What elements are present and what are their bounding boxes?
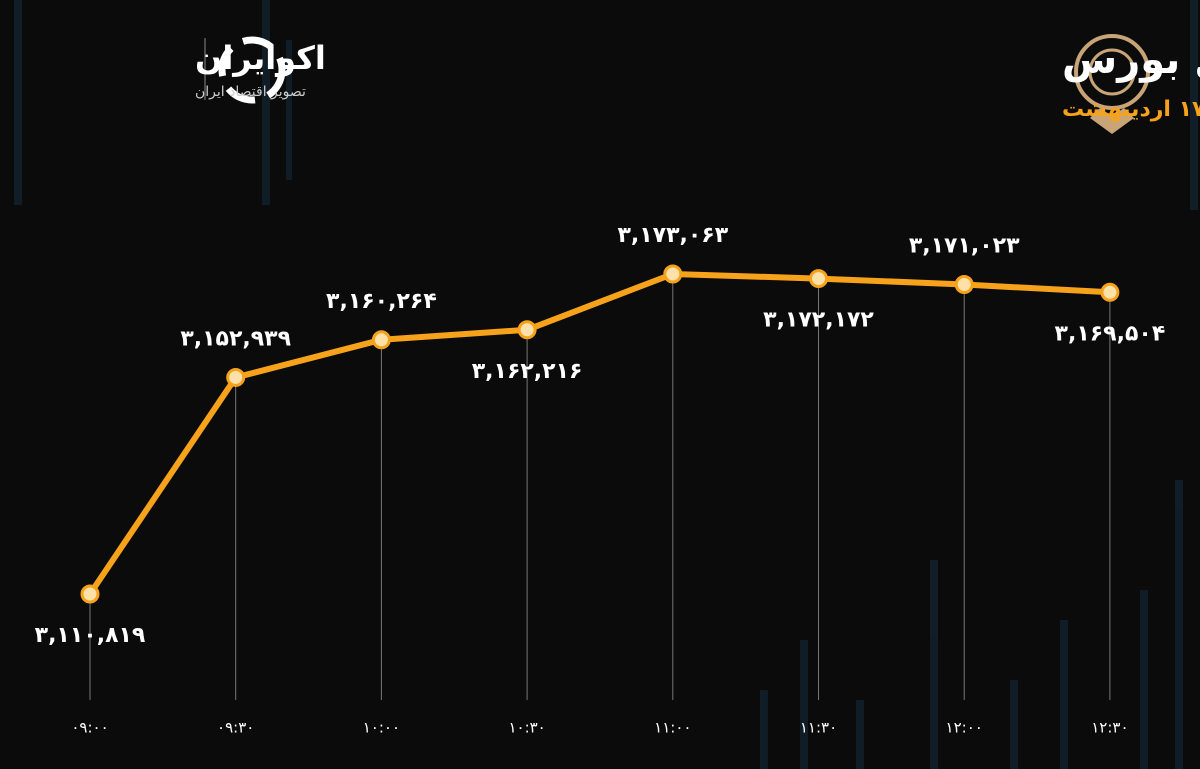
point	[226, 367, 246, 387]
point	[80, 584, 100, 604]
data-label: ۳,۱۱۰,۸۱۹	[35, 623, 146, 648]
point	[663, 264, 683, 284]
x-tick-label: ۱۲:۳۰	[1091, 719, 1128, 737]
x-tick-label: ۰۹:۳۰	[217, 719, 254, 737]
x-tick-label: ۱۲:۰۰	[946, 719, 983, 737]
x-tick-label: ۱۰:۰۰	[363, 719, 400, 737]
point	[1100, 282, 1120, 302]
background-bars	[14, 0, 1198, 769]
data-label: ۳,۱۵۲,۹۳۹	[180, 326, 291, 351]
point	[517, 320, 537, 340]
point	[371, 330, 391, 350]
data-label: ۳,۱۷۱,۰۲۳	[909, 233, 1020, 258]
point	[954, 274, 974, 294]
chart-subtitle: چهارشنبه ۱۷ اردیبهشت	[1062, 97, 1200, 122]
brand-logo	[204, 36, 286, 104]
point	[809, 269, 828, 289]
brand-name: اکوایران	[195, 39, 326, 77]
data-label: ۳,۱۷۳,۰۶۳	[617, 223, 728, 248]
data-label: ۳,۱۶۰,۲۶۴	[326, 289, 437, 314]
x-tick-label: ۱۱:۰۰	[654, 719, 691, 737]
emblem	[1074, 34, 1150, 134]
x-tick-label: ۱۰:۳۰	[508, 719, 545, 737]
data-label: ۳,۱۶۹,۵۰۴	[1055, 321, 1166, 346]
x-tick-label: ۰۹:۰۰	[71, 719, 108, 737]
line	[87, 271, 1111, 596]
brand-tagline: تصویر اقتصاد ایران	[195, 84, 306, 100]
x-tick-label: ۱۱:۳۰	[800, 719, 837, 737]
chart-title: روند شاخص کل بورس	[1062, 37, 1200, 83]
data-label: ۳,۱۷۲,۱۷۲	[763, 308, 874, 333]
data-label: ۳,۱۶۲,۲۱۶	[472, 359, 583, 384]
